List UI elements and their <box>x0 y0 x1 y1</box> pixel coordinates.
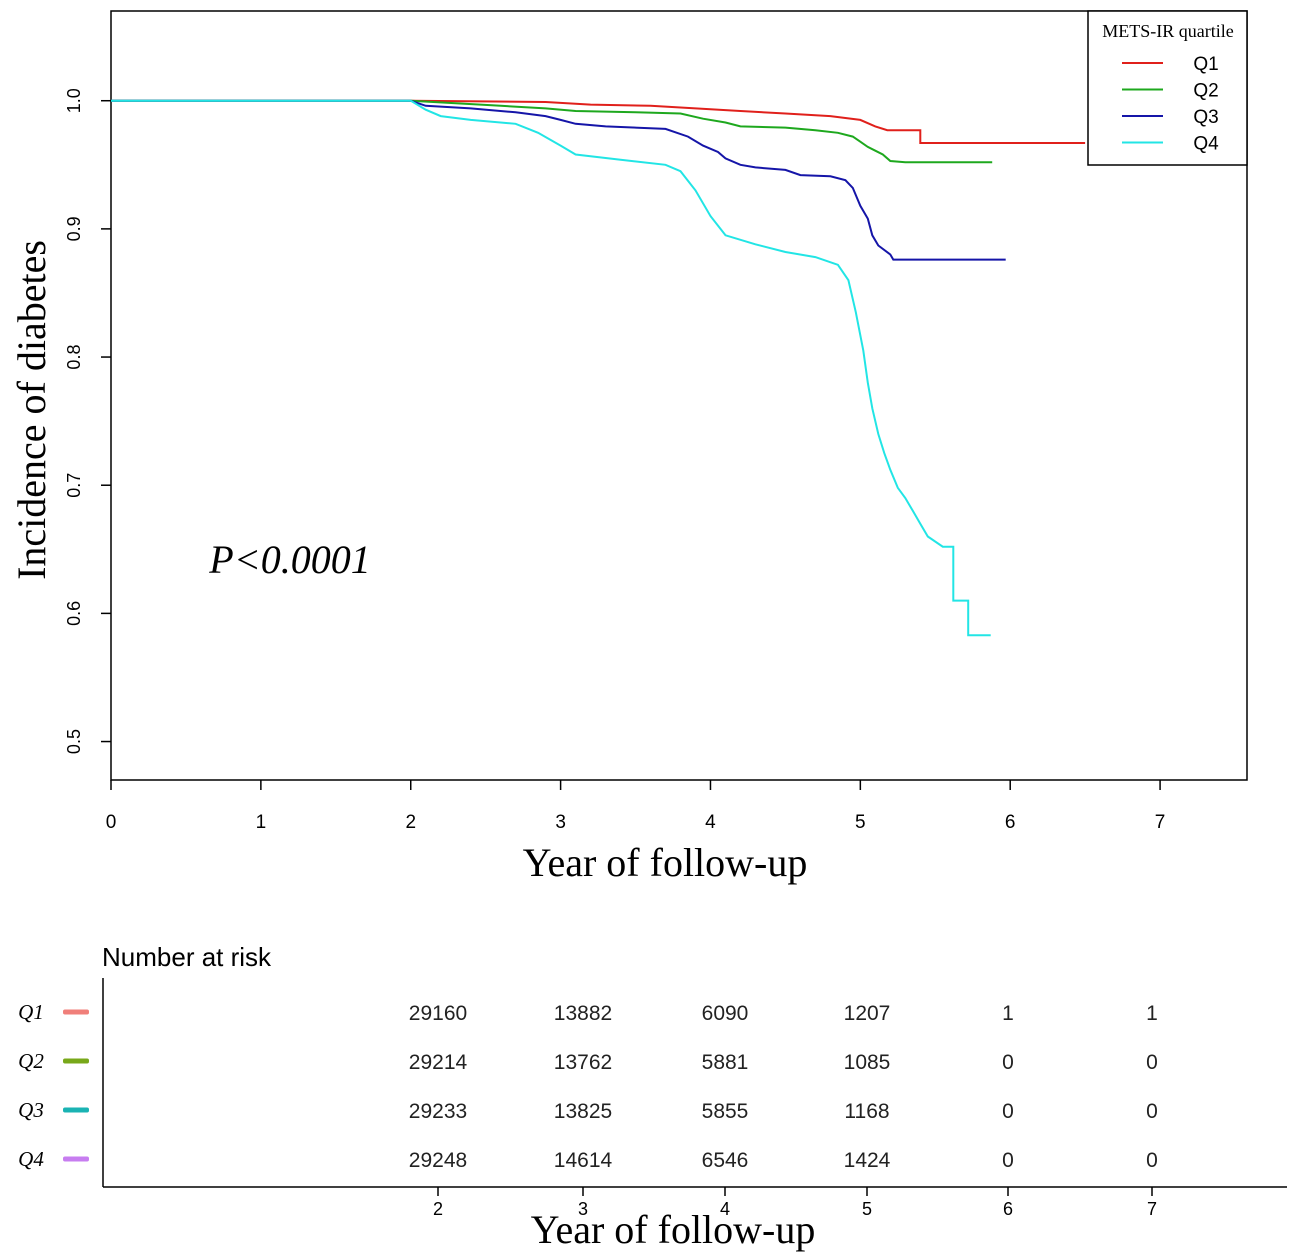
risk-cell: 0 <box>1146 1051 1158 1074</box>
legend-label-q1: Q1 <box>1193 54 1218 75</box>
y-tick-label: 0.6 <box>64 601 84 626</box>
p-value-annotation: P<0.0001 <box>208 537 370 582</box>
risk-cell: 0 <box>1002 1100 1014 1123</box>
risk-row-label-q1: Q1 <box>18 1000 44 1024</box>
risk-x-tick-label: 4 <box>720 1199 730 1219</box>
risk-cell: 29160 <box>409 1002 467 1025</box>
risk-cell: 6090 <box>702 1002 749 1025</box>
x-tick-label: 6 <box>1005 812 1016 833</box>
x-tick-label: 2 <box>405 812 416 833</box>
risk-cell: 13762 <box>554 1051 612 1074</box>
risk-cell: 29248 <box>409 1149 467 1172</box>
risk-row-label-q3: Q3 <box>18 1098 44 1122</box>
risk-table-x-label: Year of follow-up <box>531 1207 816 1252</box>
risk-cell: 0 <box>1002 1051 1014 1074</box>
risk-row-label-q2: Q2 <box>18 1049 44 1073</box>
series-line-q2 <box>111 99 993 164</box>
risk-row-swatch-q4 <box>63 1156 89 1162</box>
risk-x-tick-label: 6 <box>1003 1199 1013 1219</box>
legend-title: METS-IR quartile <box>1102 21 1233 41</box>
x-axis-label: Year of follow-up <box>523 840 808 885</box>
risk-x-tick-label: 3 <box>578 1199 588 1219</box>
risk-cell: 1085 <box>844 1051 891 1074</box>
risk-cell: 29214 <box>409 1051 468 1074</box>
risk-cell: 13882 <box>554 1002 612 1025</box>
risk-cell: 6546 <box>702 1149 749 1172</box>
legend-label-q3: Q3 <box>1193 107 1218 128</box>
risk-cell: 1 <box>1146 1002 1158 1025</box>
risk-x-tick-label: 7 <box>1147 1199 1157 1219</box>
y-tick-label: 1.0 <box>64 88 84 113</box>
y-tick-label: 0.7 <box>64 473 84 498</box>
risk-cell: 1207 <box>844 1002 891 1025</box>
y-tick-label: 0.5 <box>64 729 84 754</box>
x-tick-label: 5 <box>855 812 866 833</box>
series-line-q4 <box>111 99 991 637</box>
risk-cell: 5881 <box>702 1051 749 1074</box>
risk-table: Number at risk Q1 29160 13882 6090 1207 1 1 Q2 2… <box>18 942 1287 1252</box>
series-line-q1 <box>111 99 1086 144</box>
risk-row-swatch-q3 <box>63 1107 89 1113</box>
x-tick-label: 4 <box>705 812 716 833</box>
legend-items: Q1 Q2 Q3 Q4 <box>1122 54 1219 155</box>
risk-cell: 1424 <box>844 1149 891 1172</box>
y-tick-label: 0.8 <box>64 345 84 370</box>
plot-frame <box>110 10 1248 781</box>
x-tick-label: 0 <box>106 812 117 833</box>
risk-cell: 1 <box>1002 1002 1014 1025</box>
risk-cell: 29233 <box>409 1100 467 1123</box>
legend-label-q4: Q4 <box>1193 134 1219 155</box>
series-line-q3 <box>111 99 1006 261</box>
x-tick-label: 1 <box>256 812 267 833</box>
risk-x-tick-label: 5 <box>862 1199 872 1219</box>
x-tick-label: 3 <box>555 812 566 833</box>
risk-x-tick-label: 2 <box>433 1199 443 1219</box>
x-axis: 0 1 2 3 4 5 6 7 <box>106 780 1166 833</box>
y-axis: 0.5 0.6 0.7 0.8 0.9 1.0 <box>64 88 111 754</box>
risk-cell: 13825 <box>554 1100 612 1123</box>
risk-cell: 14614 <box>554 1149 613 1172</box>
survival-curves <box>111 99 1086 637</box>
risk-row-swatch-q1 <box>63 1009 89 1015</box>
risk-cell: 5855 <box>702 1100 749 1123</box>
legend: METS-IR quartile Q1 Q2 Q3 Q4 <box>1087 10 1248 166</box>
risk-table-x-axis: 2 3 4 5 6 7 <box>433 1187 1157 1219</box>
risk-table-title: Number at risk <box>102 942 272 972</box>
x-tick-label: 7 <box>1155 812 1166 833</box>
risk-cell: 0 <box>1002 1149 1014 1172</box>
y-axis-label: Incidence of diabetes <box>9 240 54 580</box>
risk-cell: 1168 <box>844 1100 889 1123</box>
legend-box <box>1087 10 1248 166</box>
risk-table-rows: Q1 29160 13882 6090 1207 1 1 Q2 29214 13762 5881 10… <box>18 1000 1158 1172</box>
risk-cell: 0 <box>1146 1149 1158 1172</box>
legend-label-q2: Q2 <box>1193 81 1218 102</box>
risk-row-label-q4: Q4 <box>18 1147 44 1171</box>
y-tick-label: 0.9 <box>64 216 84 241</box>
risk-cell: 0 <box>1146 1100 1158 1123</box>
risk-row-swatch-q2 <box>63 1058 89 1064</box>
